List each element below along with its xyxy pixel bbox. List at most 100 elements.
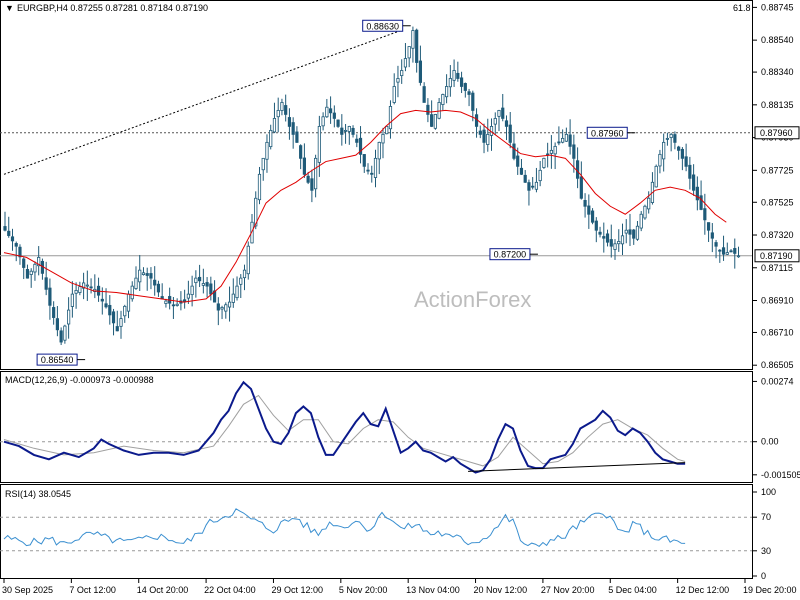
candle-body (186, 293, 190, 299)
candle-body (647, 197, 651, 210)
candle-body (235, 285, 239, 299)
candle-body (257, 173, 262, 201)
price-tick-label: 0.86910 (761, 296, 794, 306)
price-tick-label: 0.87725 (761, 165, 794, 175)
candle-body (564, 133, 568, 142)
candle-body (212, 290, 217, 303)
candle-body (624, 229, 628, 234)
candle-body (227, 301, 232, 308)
price-tick-label: 0.87115 (761, 263, 793, 273)
candle-body (254, 197, 258, 227)
price-axis-tag-label: 0.87960 (760, 128, 793, 138)
candle-body (669, 133, 673, 138)
candle-body (635, 225, 640, 240)
macd-signal-line (3, 394, 686, 467)
candle-body (572, 144, 576, 159)
time-tick-label: 27 Nov 20:00 (541, 585, 595, 595)
candle-body (665, 137, 670, 140)
candle-body (415, 29, 419, 63)
candle-body (643, 205, 647, 219)
time-tick-label: 7 Oct 12:00 (69, 585, 116, 595)
candle-body (355, 138, 359, 143)
candle-body (714, 242, 718, 247)
candle-body (115, 326, 119, 332)
macd-label: MACD(12,26,9) -0.000973 -0.000988 (5, 375, 154, 385)
candle-body (456, 72, 460, 79)
candle-body (695, 186, 699, 201)
rsi-line (3, 508, 686, 548)
moving-average-line (3, 109, 727, 303)
candle-body (317, 125, 321, 163)
macd-tick-label: -0.001505 (761, 470, 800, 480)
candle-body (673, 134, 677, 143)
rsi-tick-label: 70 (761, 512, 771, 522)
candle-body (209, 283, 213, 295)
price-annotation-label: 0.87200 (494, 250, 527, 260)
candle-body (403, 58, 408, 68)
symbol-dropdown-icon[interactable]: ▼ (5, 3, 14, 13)
price-annotation-label: 0.87960 (591, 128, 624, 138)
candle-body (445, 86, 449, 98)
watermark: ActionForex (414, 287, 531, 312)
candle-body (366, 169, 370, 172)
macd-line (3, 380, 686, 474)
price-axis-tag (754, 126, 800, 140)
candle-body (295, 131, 299, 143)
candle-body (126, 293, 131, 312)
candle-body (373, 157, 378, 178)
candle-body (280, 102, 284, 111)
time-tick-label: 14 Oct 20:00 (137, 585, 189, 595)
candle-body (149, 273, 153, 279)
time-tick-label: 12 Dec 12:00 (676, 585, 730, 595)
candle-body (598, 231, 602, 235)
candle-body (302, 157, 306, 175)
rsi-tick-label: 30 (761, 546, 771, 556)
time-tick-label: 20 Nov 12:00 (474, 585, 528, 595)
price-tick-label: 0.86505 (761, 360, 794, 370)
candle-body (546, 153, 550, 156)
candle-body (639, 213, 643, 229)
candle-body (504, 120, 509, 127)
candle-body (134, 277, 138, 289)
macd-panel-frame (0, 371, 753, 483)
candle-body (620, 235, 625, 245)
time-tick-label: 19 Dec 20:00 (743, 585, 797, 595)
candle-body (699, 195, 703, 210)
price-tick-label: 0.87320 (761, 230, 794, 240)
candle-body (347, 125, 351, 132)
candle-body (276, 110, 280, 118)
candle-body (613, 243, 617, 250)
candle-body (501, 107, 505, 119)
candle-body (194, 277, 198, 284)
candle-body (175, 303, 179, 306)
candle-body (542, 157, 546, 168)
candle-body (261, 157, 265, 171)
candle-body (119, 318, 123, 327)
candle-body (418, 60, 423, 83)
candle-body (609, 239, 613, 247)
candle-body (314, 157, 318, 190)
candle-body (310, 178, 314, 191)
candle-body (246, 245, 250, 275)
candle-body (343, 129, 348, 132)
candle-body (85, 284, 89, 287)
candle-body (321, 116, 325, 127)
candle-body (508, 124, 512, 143)
price-annotation-label: 0.86540 (41, 355, 74, 365)
candle-body (164, 300, 168, 304)
candle-body (527, 182, 531, 191)
price-panel-frame (0, 0, 753, 370)
candle-body (549, 149, 553, 154)
candle-body (632, 229, 636, 239)
candle-body (153, 279, 157, 286)
candle-body (561, 137, 565, 143)
candle-body (725, 252, 729, 255)
candle-body (242, 269, 247, 279)
candle-body (25, 268, 30, 279)
price-tick-label: 0.88340 (761, 67, 794, 77)
candle-body (205, 282, 209, 287)
candle-body (392, 86, 396, 103)
candle-body (22, 258, 26, 268)
